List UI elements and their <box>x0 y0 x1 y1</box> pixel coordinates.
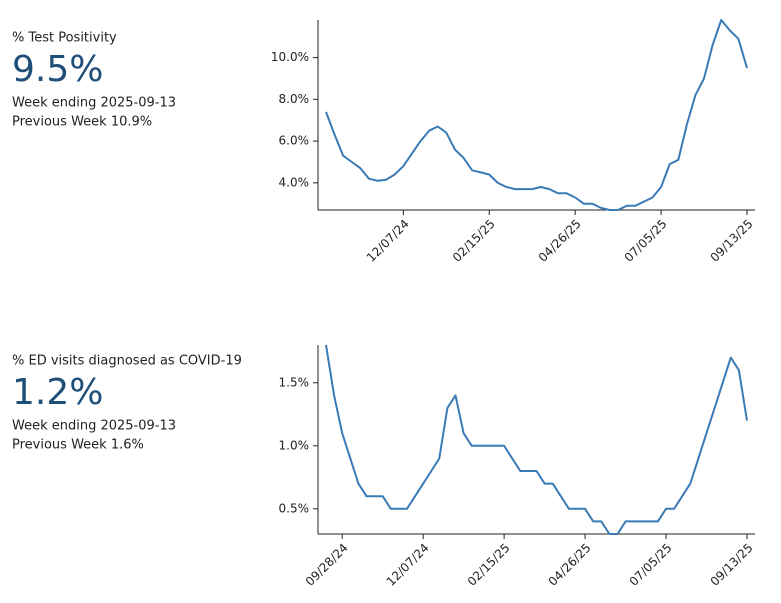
previous-week: Previous Week 10.9% <box>12 115 152 130</box>
y-tick-label: 10.0% <box>271 50 309 64</box>
x-tick-label: 04/26/25 <box>536 217 584 265</box>
x-tick-label: 07/05/25 <box>622 217 670 265</box>
metric-value: 1.2% <box>12 372 103 413</box>
y-tick-label: 8.0% <box>279 92 310 106</box>
metric-title: % ED visits diagnosed as COVID-19 <box>12 354 242 369</box>
x-tick-label: 09/13/25 <box>708 541 756 589</box>
data-line <box>325 19 748 211</box>
previous-week: Previous Week 1.6% <box>12 438 144 453</box>
y-tick-label: 1.0% <box>279 438 310 452</box>
x-tick-label: 09/28/24 <box>303 541 351 589</box>
x-tick-label: 12/07/24 <box>384 541 432 589</box>
y-tick-label: 4.0% <box>279 175 310 189</box>
x-tick-label: 02/15/25 <box>450 217 498 265</box>
x-tick-label: 02/15/25 <box>465 541 513 589</box>
week-ending: Week ending 2025-09-13 <box>12 96 176 111</box>
y-tick-label: 0.5% <box>279 501 310 515</box>
week-ending: Week ending 2025-09-13 <box>12 419 176 434</box>
data-line <box>325 344 748 535</box>
x-tick-label: 04/26/25 <box>546 541 594 589</box>
metric-value: 9.5% <box>12 49 103 90</box>
y-tick-label: 6.0% <box>279 134 310 148</box>
x-tick-label: 07/05/25 <box>627 541 675 589</box>
metric-title: % Test Positivity <box>12 31 117 46</box>
x-tick-label: 09/13/25 <box>708 217 756 265</box>
x-tick-label: 12/07/24 <box>364 217 412 265</box>
y-tick-label: 1.5% <box>279 375 310 389</box>
